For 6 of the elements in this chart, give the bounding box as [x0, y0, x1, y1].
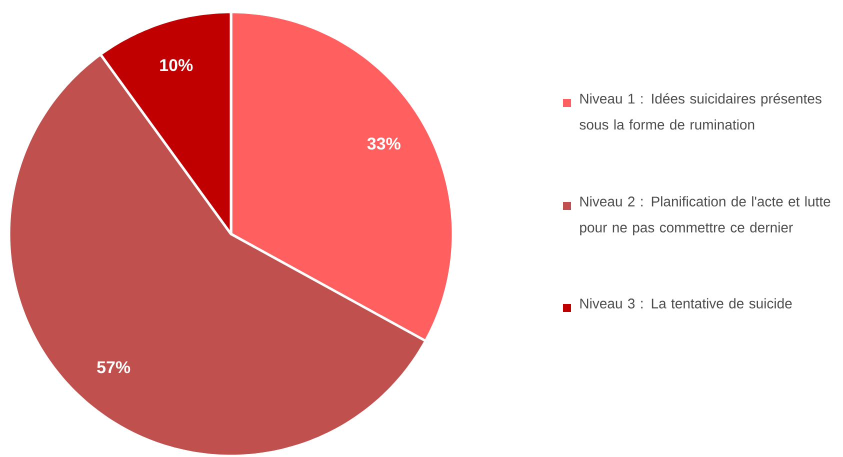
data-label: 33%	[367, 137, 400, 150]
legend-label: Niveau 2 : Planification de l'acte et lutte pour ne pas commettre ce dernier	[580, 196, 830, 236]
data-label: 57%	[97, 361, 130, 374]
data-label: 10%	[160, 58, 193, 72]
legend-label: Niveau 1 : Idées suicidaires présentes sous la forme de rumination	[580, 93, 822, 130]
legend-label: Niveau 3 : La tentative de suicide	[580, 298, 792, 308]
